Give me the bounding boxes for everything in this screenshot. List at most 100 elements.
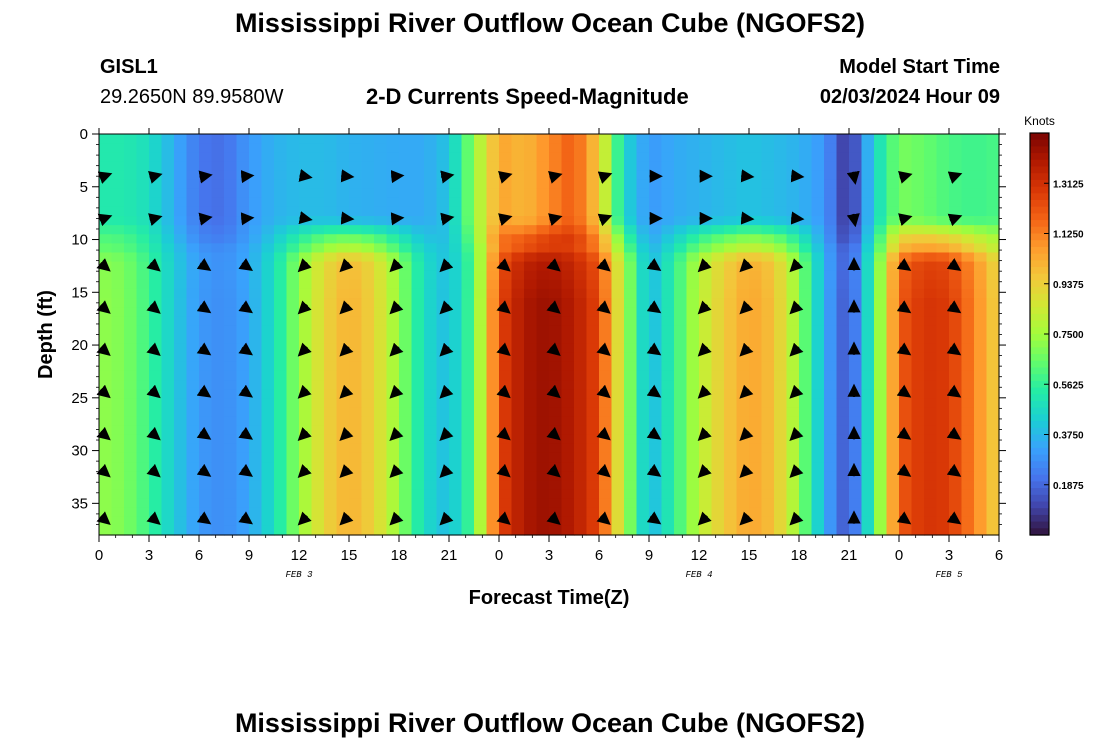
heatmap-cell	[574, 398, 588, 409]
heatmap-cell	[586, 334, 600, 345]
heatmap-cell	[699, 197, 713, 208]
heatmap-cell	[111, 298, 125, 308]
heatmap-cell	[474, 480, 488, 491]
heatmap-cell	[524, 279, 538, 290]
heatmap-cell	[324, 425, 338, 436]
heatmap-cell	[424, 252, 438, 263]
heatmap-cell	[499, 143, 513, 153]
heatmap-cell	[236, 234, 250, 244]
heatmap-cell	[761, 352, 775, 363]
heatmap-cell	[561, 462, 575, 472]
heatmap-cell	[936, 416, 950, 427]
current-vector	[646, 300, 662, 314]
heatmap-cell	[736, 361, 750, 372]
heatmap-cell	[849, 206, 863, 217]
colorbar-segment	[1030, 521, 1049, 529]
heatmap-cell	[299, 507, 313, 518]
colorbar-segment	[1030, 146, 1049, 154]
heatmap-cell	[586, 480, 600, 491]
heatmap-cell	[761, 270, 775, 281]
heatmap-cell	[211, 197, 225, 208]
heatmap-cell	[886, 398, 900, 409]
heatmap-cell	[124, 134, 138, 144]
heatmap-cell	[486, 416, 500, 427]
heatmap-cell	[124, 434, 138, 445]
heatmap-cell	[936, 334, 950, 345]
current-vector	[297, 427, 312, 441]
heatmap-cell	[124, 370, 138, 381]
heatmap-cell	[99, 270, 113, 281]
heatmap-cell	[261, 179, 275, 190]
heatmap-cell	[324, 170, 338, 181]
heatmap-cell	[886, 261, 900, 272]
heatmap-cell	[399, 143, 413, 153]
heatmap-cell	[449, 307, 463, 317]
heatmap-cell	[499, 152, 513, 162]
current-vector	[946, 426, 962, 440]
heatmap-cell	[724, 298, 738, 308]
heatmap-cell	[749, 443, 763, 454]
heatmap-cell	[761, 298, 775, 308]
colorbar-segment	[1030, 173, 1049, 181]
heatmap-cell	[211, 161, 225, 172]
heatmap-cell	[586, 143, 600, 153]
heatmap-cell	[349, 143, 363, 153]
heatmap-cell	[874, 462, 888, 472]
current-vector	[739, 342, 754, 357]
current-vector	[646, 384, 662, 398]
heatmap-cell	[136, 480, 150, 491]
heatmap-cell	[599, 416, 613, 427]
heatmap-cell	[99, 407, 113, 418]
heatmap-cell	[924, 370, 938, 381]
heatmap-cell	[424, 143, 438, 153]
heatmap-cell	[199, 316, 213, 326]
heatmap-cell	[136, 462, 150, 472]
heatmap-cell	[711, 316, 725, 326]
heatmap-cell	[336, 197, 350, 208]
heatmap-cell	[949, 197, 963, 208]
heatmap-cell	[799, 334, 813, 345]
heatmap-cell	[174, 471, 188, 481]
heatmap-cell	[349, 307, 363, 317]
heatmap-cell	[211, 234, 225, 244]
heatmap-cell	[974, 270, 988, 281]
heatmap-cell	[874, 270, 888, 281]
heatmap-cell	[436, 234, 450, 244]
heatmap-cell	[399, 407, 413, 418]
heatmap-cell	[799, 179, 813, 190]
heatmap-cell	[349, 416, 363, 427]
heatmap-cell	[299, 498, 313, 509]
current-vector	[240, 170, 255, 184]
heatmap-cell	[386, 270, 400, 281]
heatmap-cell	[749, 197, 763, 208]
heatmap-cell	[749, 279, 763, 290]
heatmap-cell	[311, 370, 325, 381]
heatmap-cell	[761, 525, 775, 536]
heatmap-cell	[674, 307, 688, 317]
heatmap-cell	[286, 489, 300, 500]
heatmap-cell	[911, 434, 925, 445]
heatmap-cell	[236, 152, 250, 162]
heatmap-cell	[924, 325, 938, 336]
heatmap-cell	[449, 489, 463, 500]
heatmap-cell	[536, 434, 550, 445]
heatmap-cell	[649, 243, 663, 254]
heatmap-cell	[886, 462, 900, 472]
heatmap-cell	[849, 334, 863, 345]
heatmap-cell	[611, 161, 625, 172]
heatmap-cell	[711, 279, 725, 290]
heatmap-cell	[511, 389, 525, 399]
heatmap-cell	[474, 298, 488, 308]
current-vector	[339, 511, 354, 526]
heatmap-cell	[461, 380, 475, 390]
x-tick-label: 0	[95, 547, 103, 564]
heatmap-cell	[424, 234, 438, 244]
heatmap-cell	[249, 407, 263, 418]
heatmap-cell	[174, 216, 188, 226]
heatmap-cell	[411, 243, 425, 254]
heatmap-cell	[186, 416, 200, 427]
heatmap-cell	[374, 170, 388, 181]
heatmap-cell	[274, 243, 288, 254]
heatmap-cell	[911, 443, 925, 454]
heatmap-cell	[711, 352, 725, 363]
